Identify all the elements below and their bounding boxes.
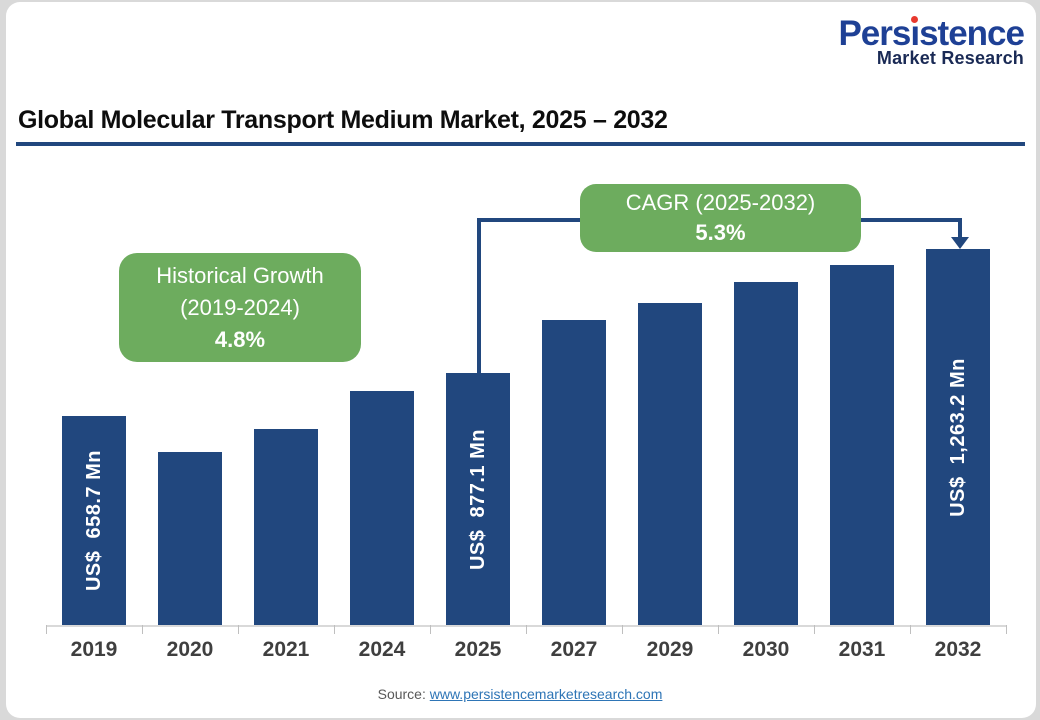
x-axis-tick	[526, 625, 527, 634]
source-line: Source: www.persistencemarketresearch.co…	[0, 686, 1040, 702]
page-title: Global Molecular Transport Medium Market…	[18, 106, 668, 134]
historical-growth-line1: Historical Growth	[156, 262, 324, 288]
x-axis-label-2020: 2020	[166, 638, 214, 661]
x-axis-tick	[430, 625, 431, 634]
bar-2030	[734, 282, 798, 625]
cagr-connector-horizontal-left	[477, 218, 581, 222]
x-axis-label-2025: 2025	[454, 638, 502, 661]
arrow-down-icon	[951, 237, 969, 249]
bar-2025: US$ 877.1 Mn	[446, 373, 510, 625]
bar-2019: US$ 658.7 Mn	[62, 416, 126, 625]
x-axis-tick	[718, 625, 719, 634]
historical-growth-badge: Historical Growth (2019-2024) 4.8%	[119, 253, 361, 362]
x-axis-label-2031: 2031	[838, 638, 886, 661]
x-axis-tick	[238, 625, 239, 634]
x-axis-tick	[334, 625, 335, 634]
x-axis-label-2030: 2030	[742, 638, 790, 661]
bar-2027	[542, 320, 606, 625]
bar-2024	[350, 391, 414, 625]
x-axis-label-2024: 2024	[358, 638, 406, 661]
historical-growth-value: 4.8%	[214, 326, 266, 352]
cagr-badge: CAGR (2025-2032) 5.3%	[580, 184, 861, 252]
x-axis-label-2027: 2027	[550, 638, 598, 661]
x-axis-label-2029: 2029	[646, 638, 694, 661]
cagr-connector-vertical-2032	[958, 218, 962, 239]
x-axis-label-2021: 2021	[262, 638, 310, 661]
bar-2031	[830, 265, 894, 625]
source-label: Source:	[377, 686, 426, 702]
cagr-connector-vertical-2025	[477, 218, 481, 373]
x-axis-tick	[622, 625, 623, 634]
bar-2020	[158, 452, 222, 625]
logo: Persıstence Market Research	[838, 14, 1025, 69]
historical-growth-line2: (2019-2024)	[180, 294, 300, 320]
cagr-connector-horizontal-right	[861, 218, 962, 222]
logo-brand: Persıstence	[838, 14, 1025, 53]
bar-value-label-2032: US$ 1,263.2 Mn	[946, 357, 969, 517]
bar-2032: US$ 1,263.2 Mn	[926, 249, 990, 625]
bar-2021	[254, 429, 318, 625]
cagr-line1: CAGR (2025-2032)	[625, 190, 816, 215]
x-axis-tick	[814, 625, 815, 634]
bar-2029	[638, 303, 702, 625]
x-axis-label-2032: 2032	[934, 638, 982, 661]
x-axis-tick	[46, 625, 47, 634]
cagr-value: 5.3%	[695, 220, 746, 245]
title-underline	[16, 142, 1025, 146]
bar-value-label-2019: US$ 658.7 Mn	[82, 449, 105, 592]
x-axis-tick	[142, 625, 143, 634]
logo-brand-post: stence	[919, 14, 1025, 53]
bar-value-label-2025: US$ 877.1 Mn	[466, 428, 489, 570]
logo-subtitle: Market Research	[876, 48, 1024, 68]
x-axis-tick	[910, 625, 911, 634]
x-axis-tick	[1006, 625, 1007, 634]
source-link[interactable]: www.persistencemarketresearch.com	[429, 686, 663, 702]
logo-i-dot-icon: ı	[910, 14, 920, 53]
logo-brand-pre: Pers	[838, 14, 911, 53]
x-axis-label-2019: 2019	[70, 638, 118, 661]
